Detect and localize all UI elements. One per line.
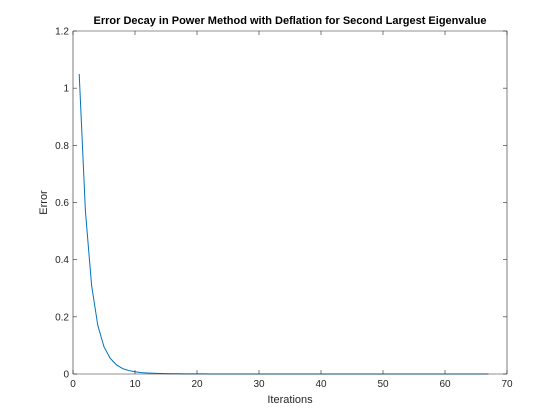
x-tick-label: 60 bbox=[439, 379, 451, 390]
chart-title: Error Decay in Power Method with Deflati… bbox=[93, 15, 486, 27]
y-tick-label: 0 bbox=[63, 370, 69, 381]
x-tick-label: 50 bbox=[377, 379, 389, 390]
y-axis-label: Error bbox=[38, 190, 50, 215]
y-tick-label: 0.8 bbox=[55, 141, 69, 152]
x-tick-label: 40 bbox=[315, 379, 327, 390]
y-tick-label: 0.6 bbox=[55, 198, 69, 209]
y-tick-label: 1 bbox=[63, 84, 69, 95]
x-tick-label: 20 bbox=[191, 379, 203, 390]
y-tick-label: 0.2 bbox=[55, 312, 69, 323]
x-tick-label: 70 bbox=[501, 379, 513, 390]
y-tick-label: 0.4 bbox=[55, 255, 69, 266]
x-tick-label: 0 bbox=[70, 379, 76, 390]
x-tick-label: 30 bbox=[253, 379, 265, 390]
x-axis-label: Iterations bbox=[267, 394, 313, 406]
y-tick-label: 1.2 bbox=[55, 27, 69, 38]
plot-area bbox=[73, 31, 507, 374]
x-tick-label: 10 bbox=[129, 379, 141, 390]
